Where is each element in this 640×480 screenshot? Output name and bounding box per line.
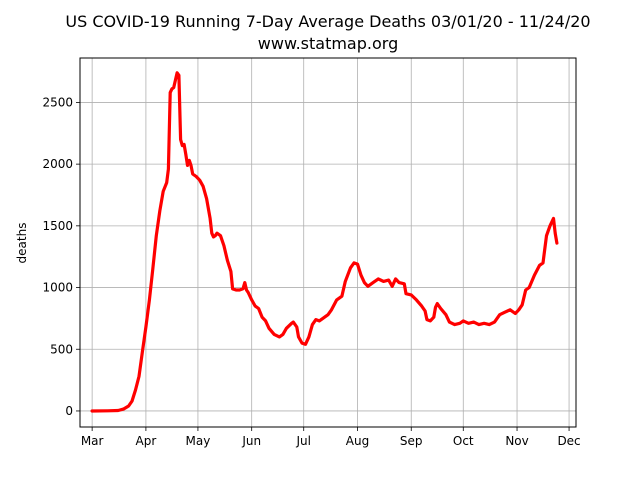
x-tick-label: Dec	[557, 434, 580, 448]
y-tick-label: 1500	[42, 219, 73, 233]
chart-title: US COVID-19 Running 7-Day Average Deaths…	[65, 12, 590, 31]
y-axis-label: deaths	[15, 223, 29, 264]
series-layer	[90, 71, 559, 413]
plot-frame	[79, 57, 577, 428]
grid-lines	[80, 58, 576, 427]
y-tick-label: 2000	[42, 157, 73, 171]
series-line-deaths	[90, 71, 559, 413]
x-tick-label: May	[186, 434, 211, 448]
x-tick-label: Jul	[295, 434, 310, 448]
x-axis: Mar Apr May Jun Jul Aug Sep Oct Nov Dec	[81, 427, 581, 448]
y-tick-label: 500	[50, 342, 73, 356]
x-tick-label: Aug	[346, 434, 369, 448]
x-tick-label: Oct	[453, 434, 474, 448]
chart-subtitle: www.statmap.org	[258, 34, 398, 53]
y-axis: 0 500 1000 1500 2000 2500	[42, 95, 80, 418]
y-tick-label: 2500	[42, 95, 73, 109]
x-tick-label: Mar	[81, 434, 104, 448]
x-tick-label: Sep	[400, 434, 423, 448]
x-tick-label: Nov	[505, 434, 528, 448]
x-tick-label: Apr	[136, 434, 157, 448]
x-tick-label: Jun	[241, 434, 261, 448]
y-tick-label: 0	[65, 404, 73, 418]
y-tick-label: 1000	[42, 281, 73, 295]
